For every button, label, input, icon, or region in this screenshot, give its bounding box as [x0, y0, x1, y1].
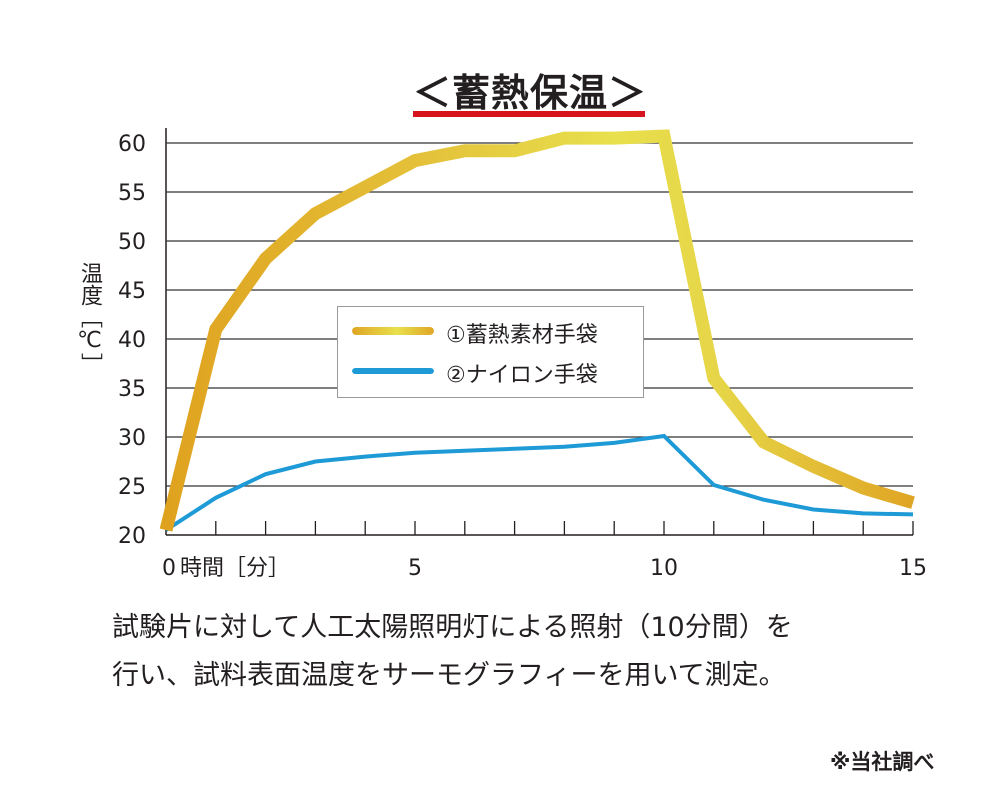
legend-swatch-gold [352, 327, 434, 335]
y-tick-label: 45 [118, 279, 146, 304]
y-tick-label: 35 [118, 377, 146, 402]
legend-label: ①蓄熱素材手袋 [446, 323, 598, 348]
y-tick-label: 50 [118, 230, 146, 255]
x-tick-label: 10 [650, 556, 678, 581]
x-axis-label: 時間［分］ [180, 556, 290, 581]
y-tick-label: 25 [118, 475, 146, 500]
title-underline [413, 111, 645, 117]
series-line-heat-storage [159, 129, 915, 532]
x-tick-label: 5 [408, 556, 422, 581]
note-line: 行い、試料表面温度をサーモグラフィーを用いて測定。 [112, 660, 786, 691]
note: 試験片に対して人工太陽照明灯による照射（10分間）を 行い、試料表面温度をサーモ… [112, 604, 952, 700]
x-tick-label: 0 [162, 556, 176, 581]
x-tick-label: 15 [899, 556, 927, 581]
y-tick-label: 20 [118, 524, 146, 549]
y-axis-label: 温度［℃］ [77, 262, 102, 375]
legend: ①蓄熱素材手袋 ②ナイロン手袋 [337, 306, 644, 398]
y-tick-label: 40 [118, 328, 146, 353]
chart-title: ＜蓄熱保温＞ [412, 71, 647, 115]
legend-swatch-blue [352, 368, 434, 374]
y-tick-label: 30 [118, 426, 146, 451]
note-line: 試験片に対して人工太陽照明灯による照射（10分間）を [112, 612, 793, 643]
y-tick-label: 55 [118, 181, 146, 206]
y-tick-label: 60 [118, 132, 146, 157]
series-line-nylon [164, 433, 914, 532]
source-note: ※当社調べ [830, 750, 935, 774]
legend-label: ②ナイロン手袋 [446, 363, 598, 388]
